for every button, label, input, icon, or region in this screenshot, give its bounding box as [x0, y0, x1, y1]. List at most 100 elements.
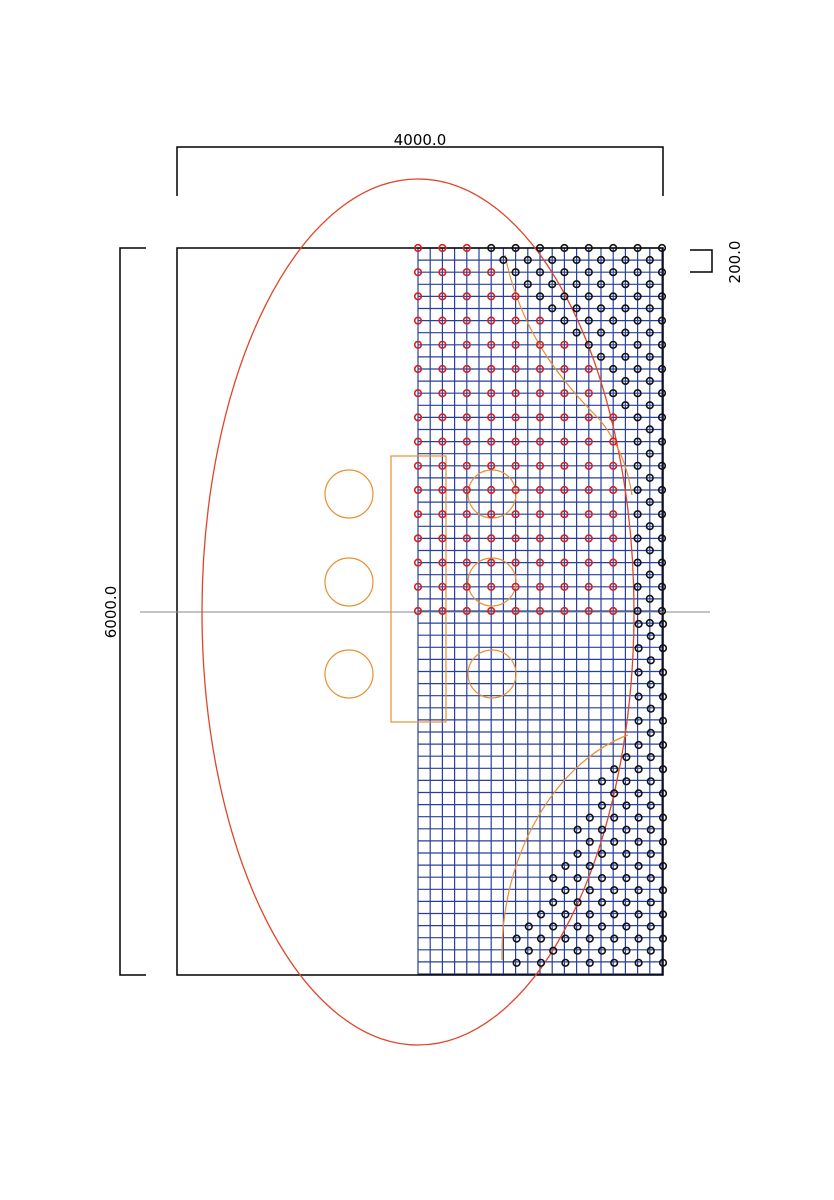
- rebar-dense: [610, 789, 619, 798]
- rebar-dense: [657, 243, 667, 253]
- rebar-dense: [584, 243, 593, 253]
- rebar: [535, 389, 545, 398]
- rebar-dense: [646, 946, 655, 955]
- rebar-dense: [634, 813, 643, 822]
- opening: [467, 557, 517, 607]
- rebar: [413, 364, 423, 374]
- rebar: [487, 606, 496, 616]
- rebar-dense: [645, 546, 654, 555]
- rebar-dense: [511, 243, 520, 253]
- rebar: [487, 510, 496, 519]
- rebar-dense: [657, 389, 667, 398]
- rebar: [413, 268, 423, 277]
- rebar-dense: [645, 376, 654, 386]
- rebar-dense: [596, 328, 606, 337]
- rebar-dense: [658, 958, 668, 967]
- rebar: [438, 340, 447, 349]
- rebar: [487, 461, 496, 470]
- rebar-dense: [657, 461, 667, 470]
- rebar: [413, 606, 423, 616]
- rebar: [462, 534, 471, 543]
- rebar-dense: [645, 522, 654, 531]
- rebar-dense: [622, 801, 631, 810]
- rebar-dense: [658, 910, 668, 919]
- rebar: [462, 461, 471, 470]
- markers: [413, 243, 668, 967]
- rebar: [413, 316, 423, 325]
- rebar: [487, 316, 496, 325]
- rebar: [413, 461, 423, 470]
- rebar: [462, 268, 471, 277]
- rebar-dense: [645, 473, 654, 482]
- rebar-dense: [584, 340, 593, 349]
- rebar: [584, 534, 593, 543]
- rebar-dense: [645, 280, 654, 289]
- rebar: [462, 510, 471, 519]
- rebar: [413, 243, 423, 253]
- rebar: [584, 389, 593, 398]
- rebar-dense: [634, 861, 643, 871]
- rebar-dense: [536, 958, 546, 967]
- openings: [324, 254, 633, 961]
- rebar: [535, 364, 545, 374]
- rebar-dense: [549, 873, 558, 883]
- rebar: [413, 389, 423, 398]
- rebar: [560, 510, 569, 519]
- rebar-dense: [621, 352, 630, 361]
- rebar-dense: [633, 292, 642, 301]
- rebar: [535, 534, 545, 543]
- rebar-dense: [658, 934, 668, 943]
- rebar-dense: [645, 497, 654, 507]
- rebar: [511, 485, 520, 495]
- dim-height: [119, 247, 146, 976]
- rebar-dense: [561, 934, 570, 943]
- rebar-dense: [610, 886, 619, 895]
- opening: [324, 469, 374, 519]
- rebar-dense: [657, 292, 667, 301]
- rebar: [511, 340, 520, 349]
- rebar-dense: [622, 825, 631, 834]
- rebar-dense: [658, 644, 668, 653]
- column: [390, 455, 447, 723]
- rebar-dense: [657, 606, 667, 616]
- rebar-dense: [585, 837, 594, 846]
- rebar: [560, 582, 569, 591]
- rebar-dense: [609, 340, 618, 349]
- rebar: [438, 510, 447, 519]
- rebar-dense: [646, 777, 655, 786]
- rebar-dense: [633, 268, 642, 277]
- rebar-dense: [634, 934, 643, 943]
- height-label: 6000.0: [102, 586, 120, 639]
- rebar-dense: [658, 886, 668, 895]
- rebar: [535, 437, 545, 446]
- rebar: [462, 340, 471, 349]
- rebar: [462, 606, 471, 616]
- rebar-dense: [584, 292, 593, 301]
- rebar: [511, 606, 520, 616]
- rebar: [511, 534, 520, 543]
- rebar-dense: [622, 922, 631, 931]
- rebar-dense: [573, 946, 582, 955]
- rebar-dense: [597, 946, 607, 955]
- rebar-dense: [512, 958, 521, 967]
- rebar-dense: [560, 243, 569, 253]
- rebar: [584, 582, 593, 591]
- rebar: [438, 582, 447, 591]
- rebar: [438, 364, 447, 374]
- rebar-dense: [646, 825, 655, 834]
- rebar: [462, 389, 471, 398]
- rebar: [511, 389, 520, 398]
- rebar-dense: [535, 292, 545, 301]
- rebar: [413, 340, 423, 349]
- rebar: [535, 558, 545, 567]
- rebar-dense: [634, 644, 643, 653]
- rebar-dense: [548, 255, 557, 265]
- rebar: [560, 364, 569, 374]
- rebar-dense: [633, 534, 642, 543]
- rebar-dense: [621, 304, 630, 313]
- rebar: [511, 316, 520, 325]
- rebar-dense: [622, 873, 631, 883]
- rebar-dense: [657, 582, 667, 591]
- rebar-dense: [536, 910, 546, 919]
